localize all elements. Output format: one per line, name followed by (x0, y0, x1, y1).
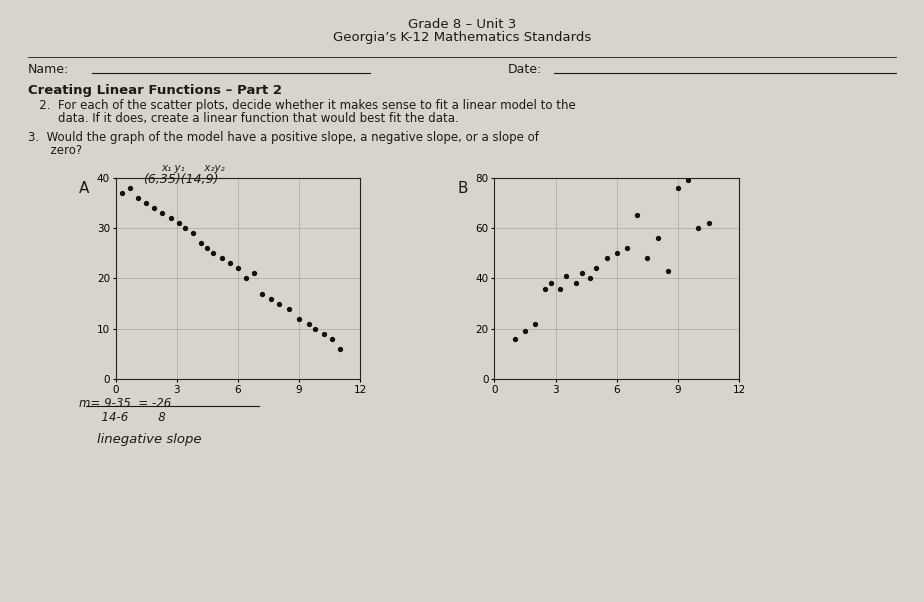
Point (528, 319, 542, 329)
Point (575, 268, 590, 278)
Point (155, 208, 170, 218)
Point (177, 223, 192, 233)
Point (517, 326, 532, 336)
Text: Creating Linear Functions – Part 2: Creating Linear Functions – Part 2 (28, 84, 282, 98)
Point (620, 243, 635, 253)
Point (231, 264, 246, 273)
Point (558, 271, 573, 281)
Point (164, 213, 178, 223)
Point (691, 223, 706, 233)
Point (272, 299, 286, 308)
Text: m= 9-35  = -26: m= 9-35 = -26 (79, 397, 171, 411)
Point (255, 289, 270, 299)
Point (701, 218, 716, 228)
Point (206, 249, 221, 258)
Point (507, 334, 522, 344)
Point (553, 284, 567, 293)
Point (640, 253, 655, 263)
Point (238, 273, 253, 283)
Text: Name:: Name: (28, 63, 69, 76)
Point (610, 249, 625, 258)
Text: (6,35)(14,9): (6,35)(14,9) (143, 173, 219, 187)
Point (308, 324, 322, 334)
Text: linegative slope: linegative slope (97, 433, 201, 447)
Point (630, 211, 645, 220)
Text: B: B (457, 181, 468, 196)
Point (139, 198, 153, 208)
Point (538, 284, 553, 293)
Point (282, 304, 297, 314)
Point (568, 279, 583, 288)
Text: 3.  Would the graph of the model have a positive slope, a negative slope, or a s: 3. Would the graph of the model have a p… (28, 131, 539, 144)
Point (671, 183, 686, 193)
Text: 14-6        8: 14-6 8 (79, 411, 165, 424)
Point (544, 279, 559, 288)
Point (171, 218, 186, 228)
Point (589, 264, 603, 273)
Point (122, 183, 137, 193)
Text: Grade 8 – Unit 3: Grade 8 – Unit 3 (407, 18, 517, 31)
Point (186, 228, 201, 238)
Text: data. If it does, create a linear function that would best fit the data.: data. If it does, create a linear functi… (28, 112, 458, 125)
Point (650, 233, 665, 243)
Point (302, 319, 317, 329)
Point (194, 238, 209, 248)
Point (214, 253, 229, 263)
Text: Georgia’s K-12 Mathematics Standards: Georgia’s K-12 Mathematics Standards (333, 31, 591, 45)
Text: A: A (79, 181, 89, 196)
Point (661, 266, 675, 276)
Point (292, 314, 307, 324)
Point (263, 294, 278, 303)
Text: x₁ y₁      x₂y₂: x₁ y₁ x₂y₂ (162, 163, 225, 173)
Text: zero?: zero? (28, 144, 82, 158)
Text: 2.  For each of the scatter plots, decide whether it makes sense to fit a linear: 2. For each of the scatter plots, decide… (28, 99, 576, 112)
Point (681, 175, 696, 185)
Point (200, 243, 214, 253)
Point (130, 193, 145, 202)
Point (333, 344, 347, 354)
Point (324, 334, 339, 344)
Text: Date:: Date: (508, 63, 542, 76)
Point (583, 273, 598, 283)
Point (223, 258, 237, 268)
Point (599, 253, 614, 263)
Point (147, 203, 162, 213)
Point (247, 268, 261, 278)
Point (316, 329, 331, 339)
Point (115, 188, 129, 197)
